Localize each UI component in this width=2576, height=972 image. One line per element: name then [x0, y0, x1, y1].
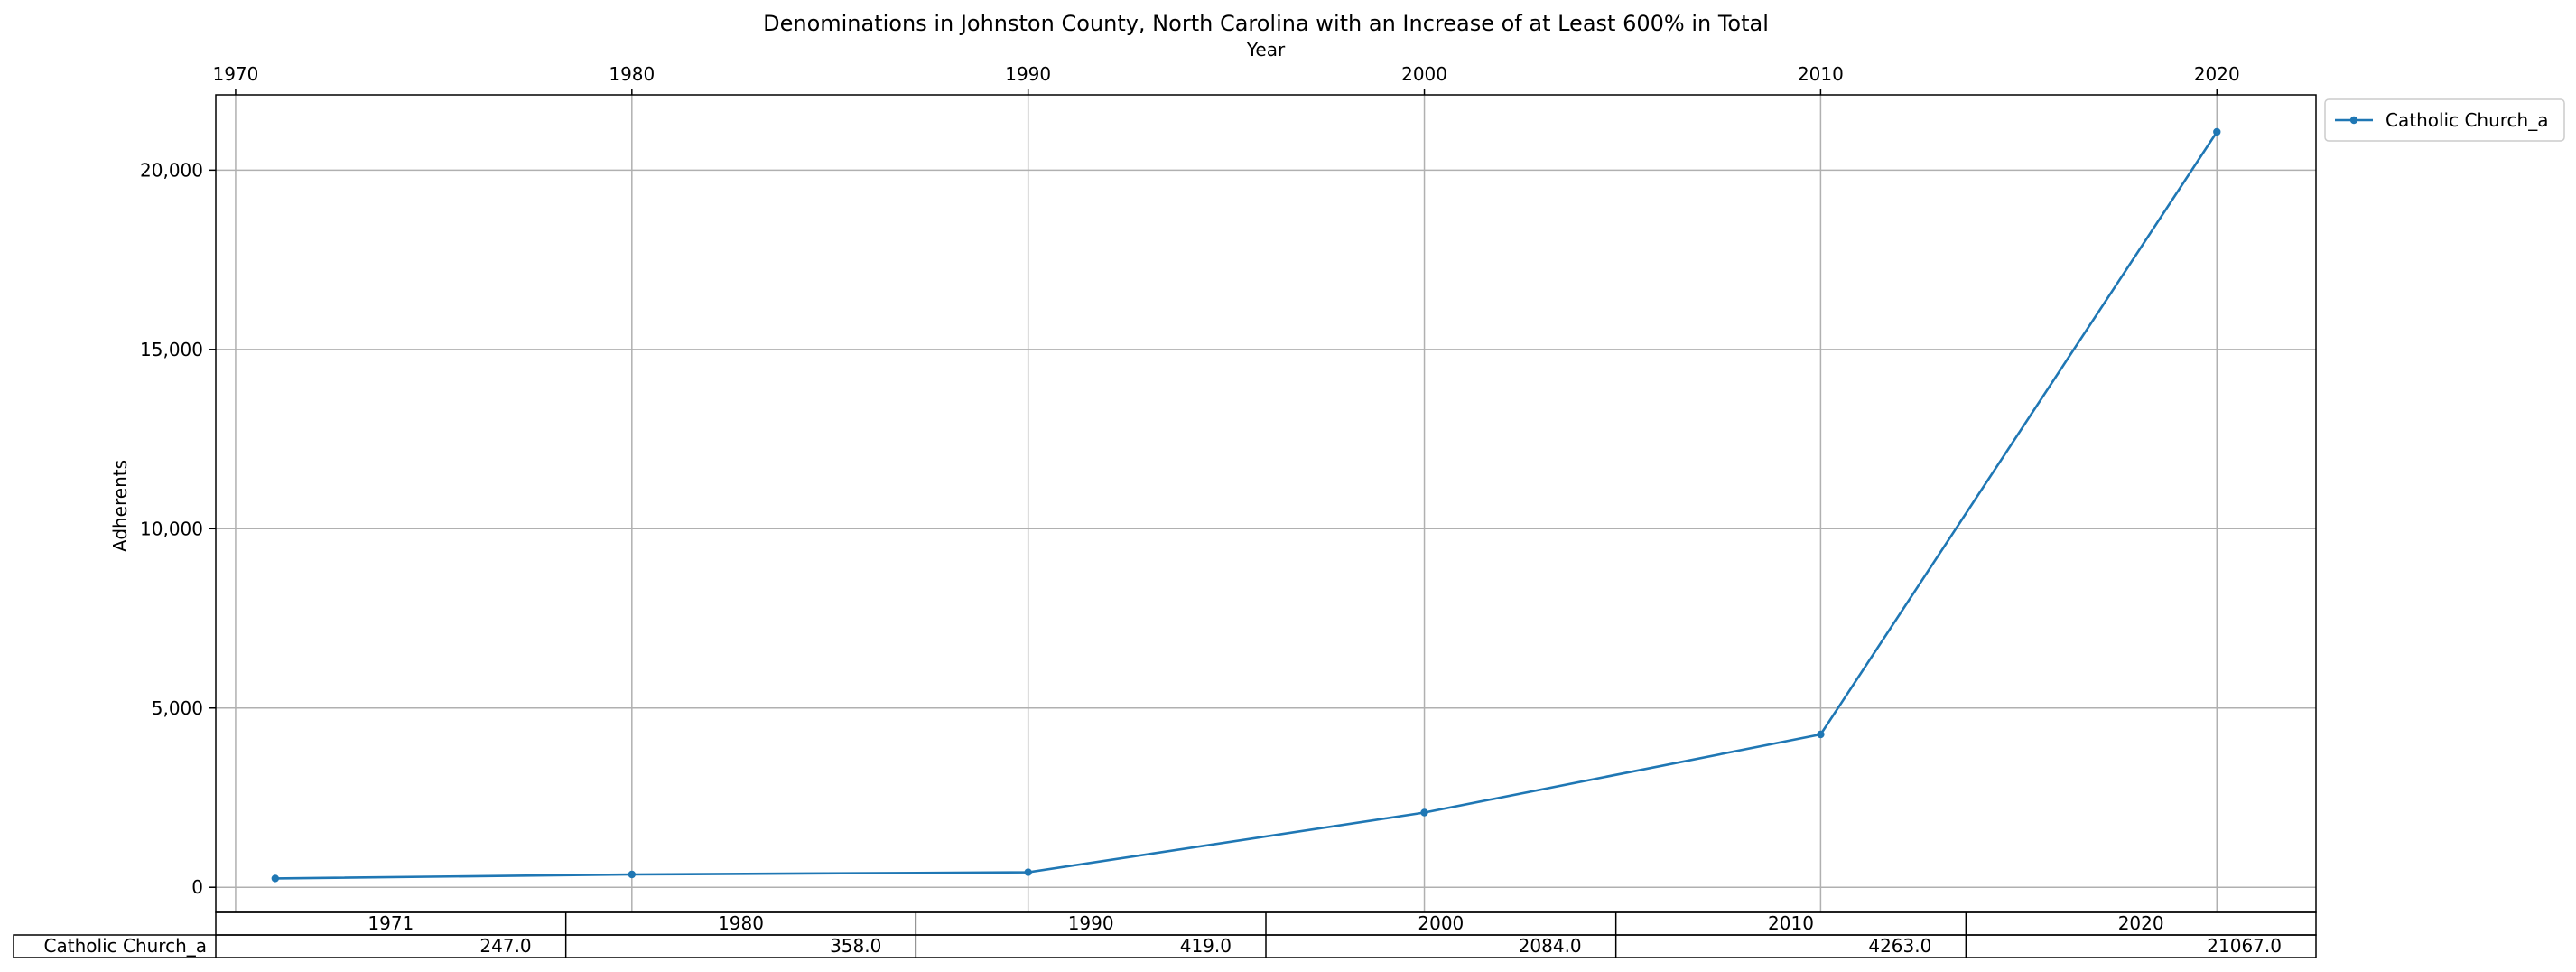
- table-column-header: 1980: [718, 912, 764, 934]
- y-tick-label: 20,000: [140, 159, 203, 181]
- legend: Catholic Church_a: [2324, 98, 2565, 142]
- data-point: [628, 870, 637, 879]
- table-cell: 419.0: [1180, 935, 1232, 957]
- table-cell: 2084.0: [1519, 935, 1582, 957]
- x-tick-label: 2020: [2194, 63, 2240, 85]
- data-point: [271, 874, 280, 883]
- table-cell: 358.0: [830, 935, 881, 957]
- y-tick-label: 10,000: [140, 518, 203, 539]
- axis-ticks: 1970 1980 1990 2000 2010 2020 0 5,000 10,000 15,0…: [140, 63, 2240, 898]
- table-column-header: 1990: [1068, 912, 1114, 934]
- chart-title: Denominations in Johnston County, North …: [763, 11, 1769, 36]
- table-column-header: 2020: [2118, 912, 2164, 934]
- table-column-header: 1971: [367, 912, 414, 934]
- x-tick-label: 2000: [1401, 63, 1447, 85]
- table-cell: 247.0: [479, 935, 531, 957]
- table-row-frame: [13, 934, 2317, 958]
- legend-frame: [2324, 98, 2565, 142]
- series-layer: [271, 127, 2221, 883]
- series-line: [274, 131, 2218, 880]
- grid: [216, 95, 2316, 912]
- x-axis-label: Year: [1246, 39, 1286, 61]
- y-tick-label: 0: [191, 876, 203, 898]
- plot-area-frame: [215, 94, 2317, 913]
- table-row-label: Catholic Church_a: [44, 935, 207, 957]
- data-point: [2213, 127, 2221, 136]
- x-tick-label: 2010: [1798, 63, 1844, 85]
- legend-swatch-marker: [2349, 116, 2358, 125]
- data-point: [1817, 730, 1825, 739]
- x-tick-label: 1990: [1005, 63, 1051, 85]
- x-tick-label: 1980: [609, 63, 655, 85]
- y-tick-label: 15,000: [140, 339, 203, 360]
- table-column-header: 2000: [1418, 912, 1464, 934]
- x-tick-label: 1970: [212, 63, 258, 85]
- table-cell: 21067.0: [2207, 935, 2282, 957]
- data-table: 1971 1980 1990 2000 2010 2020 Catholic Church_…: [13, 911, 2317, 958]
- data-point: [1024, 868, 1032, 876]
- y-tick-label: 5,000: [152, 697, 203, 719]
- data-point: [1420, 808, 1428, 817]
- table-cell: 4263.0: [1868, 935, 1931, 957]
- y-axis-label: Adherents: [109, 460, 131, 552]
- legend-label: Catholic Church_a: [2385, 109, 2548, 131]
- table-column-header: 2010: [1768, 912, 1814, 934]
